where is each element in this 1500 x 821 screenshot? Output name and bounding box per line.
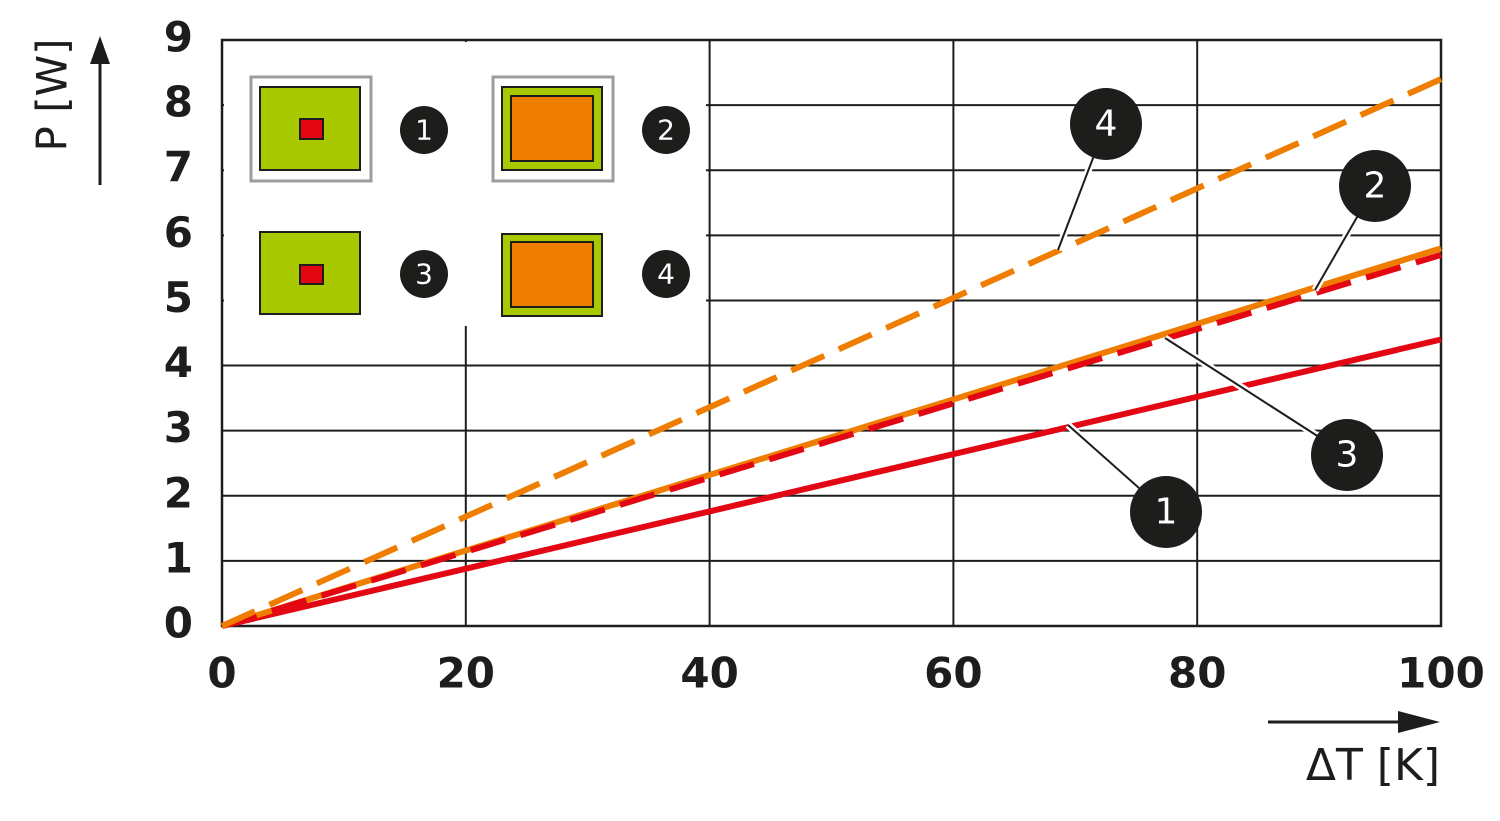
- x-tick-label: 0: [207, 649, 236, 698]
- x-tick-label: 20: [437, 649, 495, 698]
- x-axis-label: ΔT [K]: [1306, 740, 1440, 791]
- legend-icon-chip: [510, 241, 594, 308]
- legend-circle: [400, 250, 448, 298]
- legend-label: 1: [415, 114, 433, 147]
- y-tick-label: 4: [164, 338, 193, 387]
- callout-leader: [1164, 337, 1348, 456]
- series-line: [221, 336, 1442, 629]
- y-axis-arrow-head: [90, 36, 110, 64]
- legend-icon-chip: [510, 95, 594, 162]
- plot-frame: [220, 38, 1443, 628]
- legend-icon-chip: [299, 118, 324, 140]
- y-tick-label: 7: [164, 143, 193, 192]
- legend-label: 4: [657, 258, 675, 291]
- y-tick-label: 0: [164, 599, 193, 648]
- callout-label: 3: [1336, 435, 1359, 476]
- x-tick-label: 40: [680, 649, 738, 698]
- legend-circle: [642, 250, 690, 298]
- x-tick-label: 60: [924, 649, 982, 698]
- legend-circle: [642, 106, 690, 154]
- callout-circle: [1311, 419, 1383, 491]
- legend-icon: [259, 86, 361, 171]
- x-tick-label: 100: [1397, 649, 1485, 698]
- y-tick-label: 6: [164, 208, 193, 257]
- series-line: [220, 76, 1443, 629]
- y-axis-label: P [W]: [28, 39, 77, 152]
- legend-circle: [400, 106, 448, 154]
- callout-label: 2: [1364, 166, 1387, 207]
- callout-circle: [1130, 476, 1202, 548]
- labels: 0 1 2 3 4 5 6 7 8 9 0 20 40 60 80 100 1 1 2 2 3 3 4 4: [164, 13, 1485, 698]
- y-tick-label: 1: [164, 533, 193, 582]
- y-tick-label: 8: [164, 78, 193, 127]
- x-tick-label: 80: [1168, 649, 1226, 698]
- callout-circle: [1070, 88, 1142, 160]
- y-tick-label: 2: [164, 468, 193, 517]
- y-tick-label: 9: [164, 13, 193, 62]
- y-tick-label: 5: [164, 273, 193, 322]
- y-tick-label: 3: [164, 403, 193, 452]
- x-axis-arrow-head: [1398, 711, 1440, 733]
- legend: [249, 75, 615, 317]
- legend-label: 3: [415, 258, 433, 291]
- callout-label: 1: [1155, 492, 1178, 533]
- callout-label: 4: [1095, 104, 1118, 145]
- callout-circle: [1339, 150, 1411, 222]
- legend-icon-chip: [299, 264, 324, 285]
- legend-label: 2: [657, 114, 675, 147]
- series-line: [221, 251, 1442, 629]
